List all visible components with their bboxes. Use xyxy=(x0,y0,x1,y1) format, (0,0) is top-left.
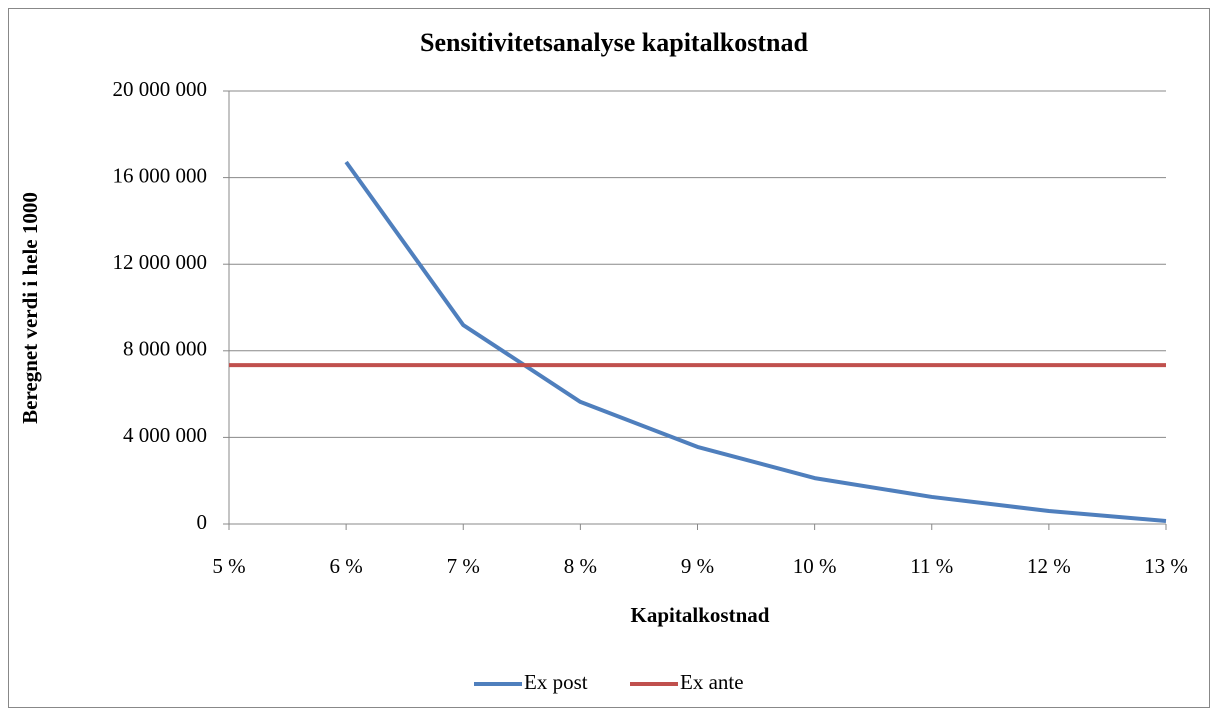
chart-title: Sensitivitetsanalyse kapitalkostnad xyxy=(420,28,808,57)
y-tick-label: 20 000 000 xyxy=(113,77,208,101)
y-tick-label: 8 000 000 xyxy=(123,337,207,361)
x-tick-label: 10 % xyxy=(793,554,837,578)
x-tick-label: 9 % xyxy=(681,554,714,578)
x-tick-label: 13 % xyxy=(1144,554,1188,578)
legend-label: Ex post xyxy=(524,670,588,694)
x-tick-label: 8 % xyxy=(564,554,597,578)
chart-frame xyxy=(8,8,1210,708)
x-tick-label: 7 % xyxy=(447,554,480,578)
y-axis-label: Beregnet verdi i hele 1000 xyxy=(18,192,42,424)
y-tick-label: 0 xyxy=(197,510,208,534)
x-tick-label: 11 % xyxy=(910,554,953,578)
y-tick-label: 12 000 000 xyxy=(113,250,208,274)
x-tick-label: 5 % xyxy=(212,554,245,578)
x-tick-label: 12 % xyxy=(1027,554,1071,578)
x-axis-label: Kapitalkostnad xyxy=(631,603,770,627)
y-tick-label: 4 000 000 xyxy=(123,423,207,447)
legend-label: Ex ante xyxy=(680,670,744,694)
line-series xyxy=(344,160,1167,523)
x-tick-label: 6 % xyxy=(330,554,363,578)
y-tick-label: 16 000 000 xyxy=(113,163,208,187)
